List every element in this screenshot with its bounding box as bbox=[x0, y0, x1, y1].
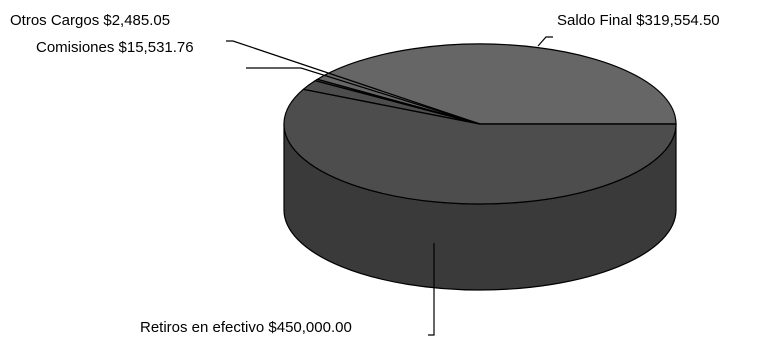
leader-line-retiros bbox=[428, 243, 435, 336]
slice-retiros-en-efectivo bbox=[283, 88, 677, 205]
label-saldo-final: Saldo Final $319,554.50 bbox=[557, 12, 720, 29]
slice-boundary-3 bbox=[317, 78, 481, 125]
leader-line-comisiones bbox=[246, 67, 481, 125]
slice-boundary-1 bbox=[303, 88, 481, 125]
slice-saldo-final bbox=[315, 43, 677, 125]
slice-edges bbox=[303, 78, 676, 125]
leader-line-otros-cargos bbox=[226, 40, 481, 125]
leader-line-saldo-final bbox=[537, 36, 553, 47]
label-retiros: Retiros en efectivo $450,000.00 bbox=[140, 319, 352, 336]
label-comisiones: Comisiones $15,531.76 bbox=[36, 39, 194, 56]
label-otros-cargos: Otros Cargos $2,485.05 bbox=[10, 12, 170, 29]
